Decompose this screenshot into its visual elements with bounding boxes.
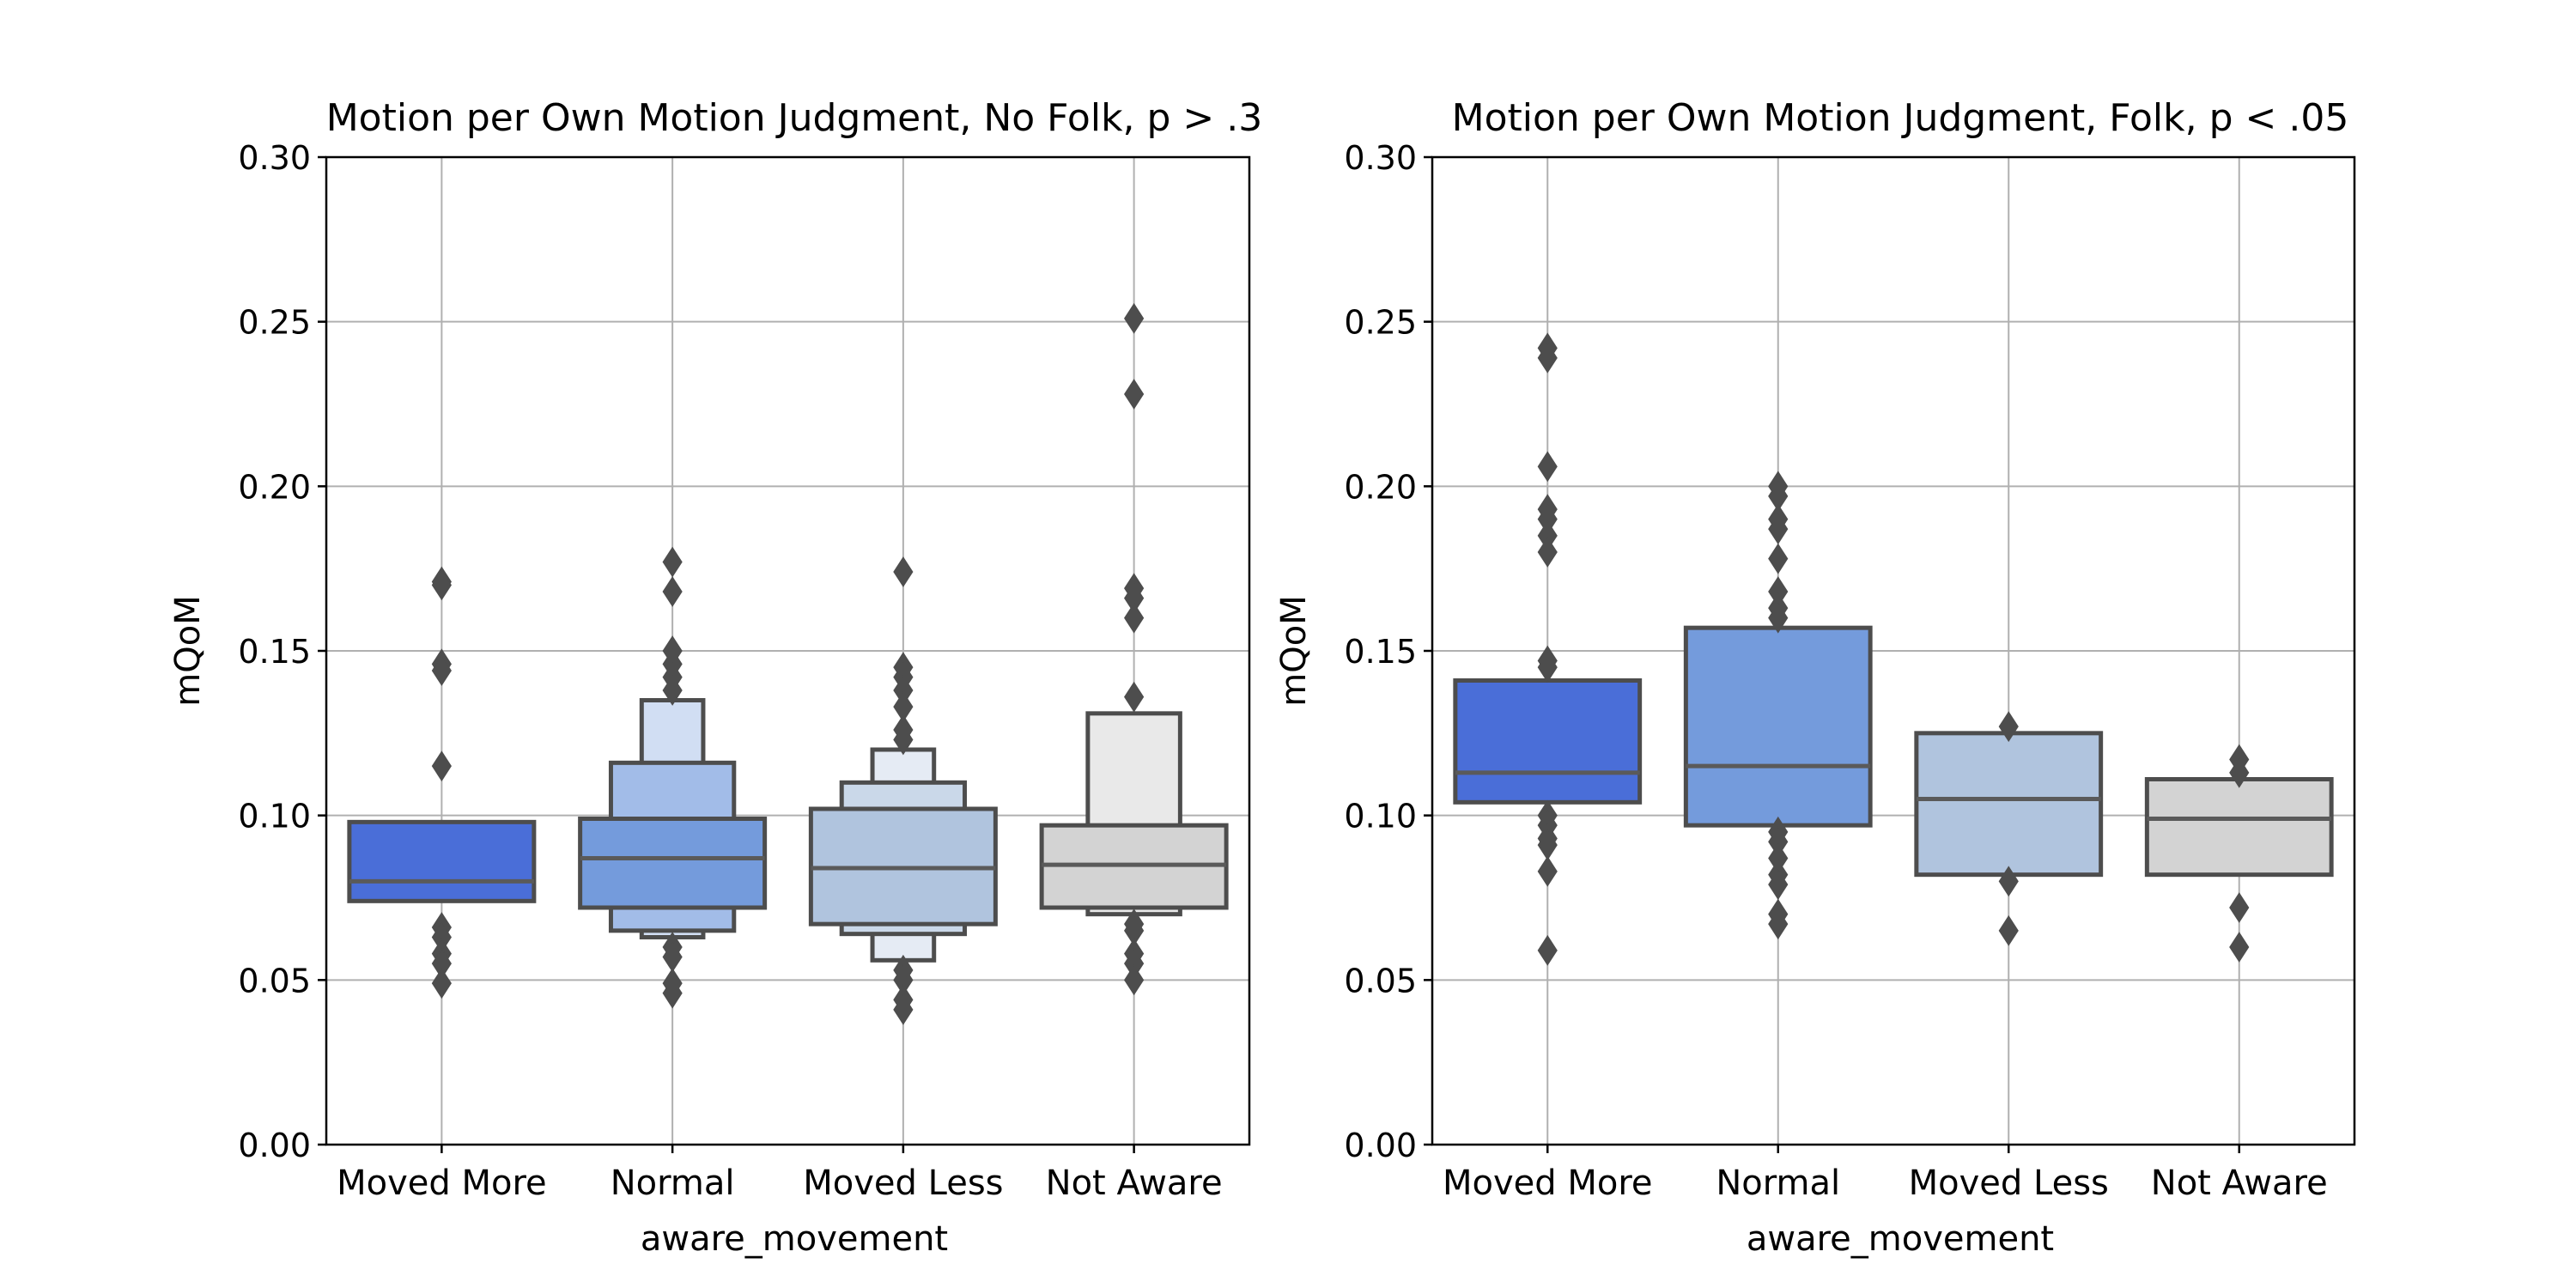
y-tick-label: 0.20 bbox=[238, 468, 311, 506]
outlier-point bbox=[1998, 866, 2019, 897]
outlier-point bbox=[662, 977, 683, 1009]
box bbox=[2144, 777, 2334, 878]
outlier-point bbox=[893, 724, 914, 756]
outlier-point bbox=[1124, 964, 1145, 996]
outlier-point bbox=[431, 968, 452, 999]
y-axis-label: mQoM bbox=[168, 595, 208, 706]
outlier-point bbox=[1537, 537, 1558, 568]
y-axis-label: mQoM bbox=[1274, 595, 1314, 706]
y-tick-label: 0.20 bbox=[1344, 468, 1417, 506]
outlier-point bbox=[1537, 934, 1558, 966]
outlier-point bbox=[2229, 756, 2250, 788]
x-tick-label: Normal bbox=[1716, 1163, 1840, 1203]
outlier-point bbox=[1768, 908, 1789, 940]
y-tick-label: 0.30 bbox=[1344, 139, 1417, 177]
y-tick-label: 0.00 bbox=[238, 1127, 311, 1164]
right-chart-panel: Motion per Own Motion Judgment, Folk, p … bbox=[1274, 96, 2356, 1259]
y-tick-label: 0.05 bbox=[238, 962, 311, 999]
outlier-point bbox=[662, 576, 683, 607]
grid bbox=[1432, 156, 2354, 1145]
box bbox=[1683, 625, 1873, 828]
y-tick-label: 0.25 bbox=[1344, 304, 1417, 342]
y-tick-label: 0.10 bbox=[238, 798, 311, 835]
outlier-point bbox=[1768, 543, 1789, 574]
x-tick-label: Moved Less bbox=[1909, 1163, 2109, 1203]
y-tick-label: 0.25 bbox=[238, 304, 311, 342]
y-tick-label: 0.10 bbox=[1344, 798, 1417, 835]
x-axis-label: aware_movement bbox=[641, 1219, 948, 1259]
box bbox=[578, 817, 768, 910]
outlier-point bbox=[1124, 379, 1145, 410]
left-chart-panel: Motion per Own Motion Judgment, No Folk,… bbox=[168, 96, 1262, 1259]
outlier-point bbox=[1537, 652, 1558, 683]
x-tick-label: Moved More bbox=[337, 1163, 547, 1203]
chart-title: Motion per Own Motion Judgment, Folk, p … bbox=[1452, 96, 2349, 140]
outlier-point bbox=[893, 993, 914, 1025]
x-axis-label: aware_movement bbox=[1747, 1219, 2054, 1259]
x-tick-label: Normal bbox=[611, 1163, 735, 1203]
box-group-not-aware bbox=[1039, 302, 1229, 996]
y-tick-label: 0.15 bbox=[1344, 633, 1417, 671]
y-tick-label: 0.00 bbox=[1344, 1127, 1417, 1164]
box-group-moved-less bbox=[1914, 711, 2104, 946]
box bbox=[1914, 731, 2104, 878]
chart-title: Motion per Own Motion Judgment, No Folk,… bbox=[326, 96, 1263, 140]
y-tick-label: 0.30 bbox=[238, 139, 311, 177]
outlier-point bbox=[893, 556, 914, 587]
outlier-point bbox=[662, 546, 683, 578]
y-tick-label: 0.05 bbox=[1344, 962, 1417, 999]
box-group-moved-more bbox=[347, 566, 537, 999]
outlier-point bbox=[431, 569, 452, 601]
outlier-point bbox=[2229, 892, 2250, 923]
outlier-point bbox=[1768, 602, 1789, 634]
outlier-point bbox=[431, 750, 452, 782]
outlier-point bbox=[1537, 855, 1558, 887]
outlier-point bbox=[1124, 681, 1145, 713]
x-tick-label: Moved Less bbox=[803, 1163, 1003, 1203]
x-tick-label: Moved More bbox=[1443, 1163, 1653, 1203]
box bbox=[347, 819, 537, 903]
outlier-point bbox=[1998, 711, 2019, 743]
y-tick-label: 0.15 bbox=[238, 633, 311, 671]
box-group-normal bbox=[1683, 471, 1873, 940]
outlier-point bbox=[1998, 914, 2019, 946]
outlier-point bbox=[431, 655, 452, 686]
outlier-point bbox=[662, 675, 683, 706]
outlier-point bbox=[1124, 302, 1145, 334]
box bbox=[1453, 678, 1643, 805]
box-group-moved-more bbox=[1453, 332, 1643, 966]
outlier-point bbox=[1537, 451, 1558, 483]
box-group-moved-less bbox=[808, 556, 998, 1025]
outlier-point bbox=[2229, 932, 2250, 963]
grid bbox=[326, 156, 1249, 1145]
x-tick-label: Not Aware bbox=[2151, 1163, 2328, 1203]
outlier-point bbox=[1537, 342, 1558, 374]
box-group-normal bbox=[578, 546, 768, 1009]
x-tick-label: Not Aware bbox=[1046, 1163, 1223, 1203]
box-group-not-aware bbox=[2144, 744, 2334, 963]
outlier-point bbox=[1124, 602, 1145, 634]
